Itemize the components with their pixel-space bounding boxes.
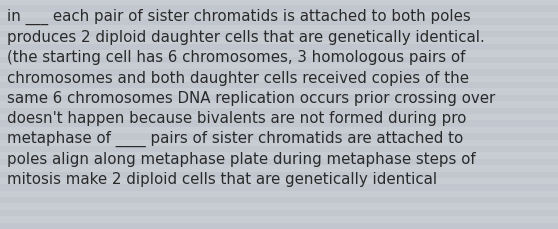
Bar xyxy=(0,32,558,38)
Bar xyxy=(0,44,558,51)
Bar xyxy=(0,146,558,153)
Bar xyxy=(0,197,558,204)
Bar xyxy=(0,19,558,25)
Bar xyxy=(0,185,558,191)
Bar xyxy=(0,121,558,127)
Bar xyxy=(0,57,558,64)
Bar xyxy=(0,159,558,165)
Bar xyxy=(0,95,558,102)
Bar xyxy=(0,223,558,229)
Bar xyxy=(0,134,558,140)
Bar xyxy=(0,6,558,13)
Bar xyxy=(0,108,558,114)
Bar xyxy=(0,70,558,76)
Bar xyxy=(0,83,558,89)
Text: in ___ each pair of sister chromatids is attached to both poles
produces 2 diplo: in ___ each pair of sister chromatids is… xyxy=(7,9,495,186)
Bar xyxy=(0,172,558,178)
Bar xyxy=(0,210,558,216)
